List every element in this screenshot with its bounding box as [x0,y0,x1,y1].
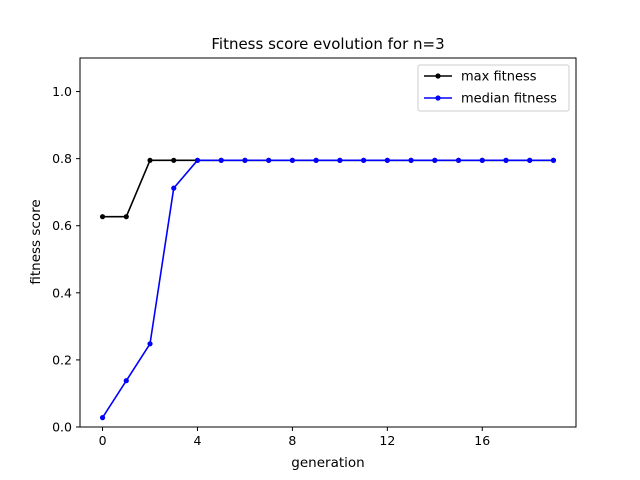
legend-box [417,64,570,112]
series-1-point-11 [361,157,367,163]
x-tick-label-4: 16 [474,433,490,448]
series-1-point-19 [550,157,557,163]
series-1-point-9 [313,157,319,163]
y-axis-label: fitness score [28,199,44,284]
series-1-point-5 [218,157,224,163]
series-1-point-0 [99,415,106,421]
x-tick-label-0: 0 [99,433,107,448]
series-1-point-14 [432,157,438,163]
series-1-point-15 [455,157,462,163]
legend-marker-1 [435,95,441,101]
series-1-point-3 [171,185,177,191]
y-tick-label-4: 0.8 [52,151,72,166]
legend-label-0: max fitness [461,70,537,85]
x-tick-label-3: 12 [379,433,395,448]
series-line-1 [101,159,554,419]
x-tick-label-2: 8 [288,433,296,448]
series-1-point-17 [503,157,509,163]
chart-title: Fitness score evolution for n=3 [211,35,444,53]
y-tick-label-1: 0.2 [52,352,72,367]
series-1-point-10 [337,157,343,163]
x-axis-label: generation [291,455,364,471]
y-tick-label-2: 0.4 [52,285,72,300]
legend-marker-0 [435,73,441,79]
series-1-point-18 [527,157,533,163]
series-1-point-6 [242,157,248,163]
series-1-point-1 [123,378,129,384]
legend-label-1: median fitness [461,92,557,107]
series-1-point-12 [384,157,390,163]
y-tick-label-5: 1.0 [52,84,72,99]
series-0-point-3 [171,157,177,163]
series-1-point-13 [408,157,414,163]
axis-ticks: 0 4 8 12 16 0.0 0.2 0.4 0.6 0.8 1.0 [52,84,490,448]
series-1-point-4 [194,157,201,163]
y-tick-label-0: 0.0 [52,420,72,435]
series-1-point-16 [479,157,485,163]
series-0-point-2 [147,157,153,163]
series-1-point-2 [147,341,153,347]
axes-frame [79,57,577,428]
series-0-point-0 [99,214,106,220]
series-0-point-1 [123,214,129,220]
legend: max fitness median fitness [417,64,570,112]
series-1-point-7 [266,157,272,163]
x-tick-label-1: 4 [193,433,201,448]
series-1-point-8 [289,157,295,163]
plot-area [79,57,577,428]
y-tick-label-3: 0.6 [52,218,72,233]
